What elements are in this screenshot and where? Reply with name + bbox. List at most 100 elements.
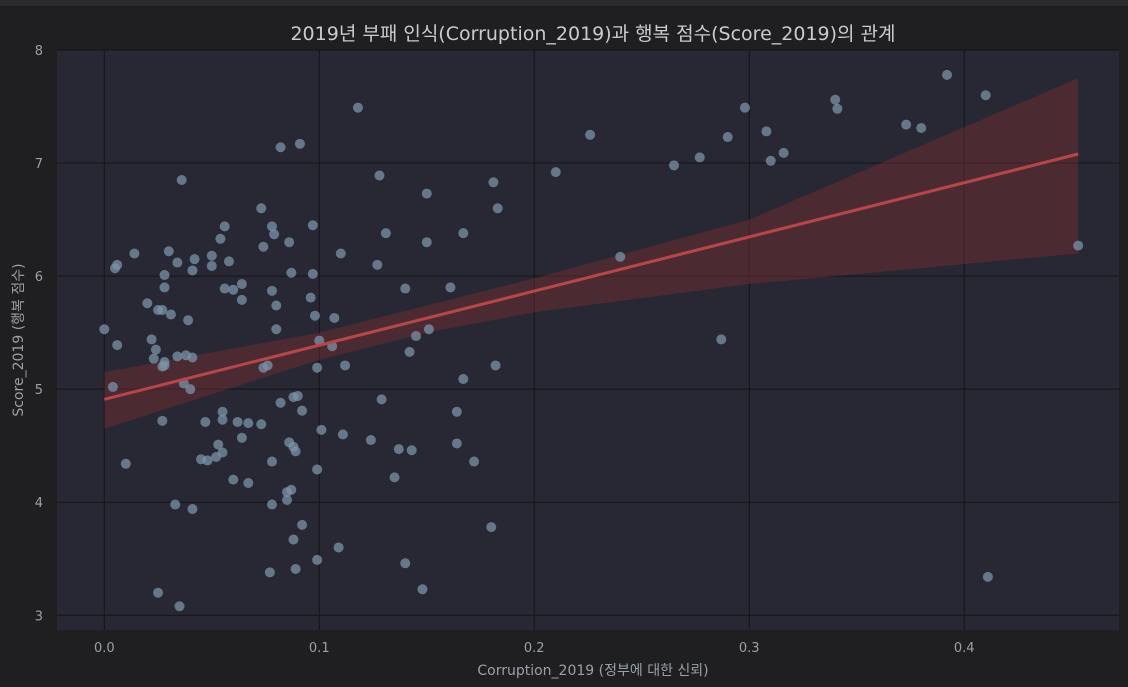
data-point — [243, 478, 254, 489]
regression-line — [103, 152, 1079, 401]
data-point — [256, 419, 267, 430]
data-point — [159, 360, 170, 371]
data-point — [266, 221, 277, 232]
data-point — [492, 203, 503, 214]
data-point — [488, 177, 499, 188]
data-point — [1073, 240, 1084, 251]
data-point — [266, 285, 277, 296]
data-point — [830, 94, 841, 105]
data-point — [294, 138, 305, 149]
data-point — [389, 472, 400, 483]
data-point — [290, 446, 301, 457]
data-point — [739, 102, 750, 113]
x-tick-label: 0.4 — [954, 641, 975, 656]
data-point — [206, 260, 217, 271]
data-point — [187, 352, 198, 363]
confidence-band — [104, 78, 1079, 429]
data-point — [258, 241, 269, 252]
regression-line-layer — [103, 152, 1079, 401]
y-tick-label: 3 — [35, 609, 43, 624]
data-point — [187, 265, 198, 276]
data-point — [288, 534, 299, 545]
grid — [57, 49, 1119, 630]
data-point — [120, 458, 131, 469]
data-point — [163, 246, 174, 257]
x-tick-label: 0.0 — [94, 641, 115, 656]
data-point — [159, 269, 170, 280]
data-point — [668, 160, 679, 171]
data-point — [176, 175, 187, 186]
y-tick-label: 6 — [35, 270, 43, 285]
data-point — [219, 283, 230, 294]
data-point — [290, 563, 301, 574]
data-point — [262, 360, 273, 371]
data-point — [982, 571, 993, 582]
data-point — [297, 519, 308, 530]
data-point — [159, 282, 170, 293]
confidence-band-layer — [104, 78, 1079, 429]
data-point — [421, 237, 432, 248]
data-point — [400, 558, 411, 569]
data-point — [406, 445, 417, 456]
data-point — [183, 315, 194, 326]
data-point — [174, 601, 185, 612]
data-point — [200, 416, 211, 427]
data-point — [400, 283, 411, 294]
x-tick-labels: 0.0 0.1 0.2 0.3 0.4 — [94, 641, 975, 656]
y-tick-label: 5 — [35, 383, 43, 398]
data-point — [380, 228, 391, 239]
data-point — [421, 188, 432, 199]
data-point — [832, 103, 843, 114]
data-point — [550, 167, 561, 178]
data-point — [458, 374, 469, 385]
data-point — [99, 324, 110, 335]
data-point — [185, 384, 196, 395]
data-point — [217, 447, 228, 458]
data-point — [316, 424, 327, 435]
data-point — [284, 237, 295, 248]
data-point — [148, 353, 159, 364]
data-point — [312, 464, 323, 475]
data-point — [271, 324, 282, 335]
data-point — [112, 340, 123, 351]
data-point — [286, 267, 297, 278]
data-point — [305, 292, 316, 303]
y-tick-label: 8 — [35, 44, 43, 59]
data-point — [228, 284, 239, 295]
y-tick-labels: 3 4 5 6 7 8 — [35, 44, 43, 624]
data-point — [490, 360, 501, 371]
x-tick-label: 0.1 — [309, 641, 330, 656]
data-point — [215, 233, 226, 244]
data-point — [980, 90, 991, 101]
data-point — [256, 203, 267, 214]
data-point — [716, 334, 727, 345]
data-point — [243, 418, 254, 429]
y-tick-label: 7 — [35, 157, 43, 172]
data-point — [469, 456, 480, 467]
data-point — [271, 300, 282, 311]
data-point — [329, 312, 340, 323]
data-point — [165, 309, 176, 320]
data-point — [312, 554, 323, 565]
data-point — [352, 102, 363, 113]
data-point — [266, 456, 277, 467]
data-point — [170, 499, 181, 510]
chart-title: 2019년 부패 인식(Corruption_2019)과 행복 점수(Scor… — [290, 23, 895, 45]
data-point — [275, 397, 286, 408]
data-point — [307, 220, 318, 231]
x-tick-label: 0.2 — [524, 641, 545, 656]
data-point — [722, 132, 733, 143]
data-point — [217, 406, 228, 417]
data-point — [275, 142, 286, 153]
data-point — [219, 221, 230, 232]
data-point — [411, 331, 422, 342]
data-point — [292, 390, 303, 401]
data-point — [157, 305, 168, 316]
data-point — [236, 432, 247, 443]
data-point — [417, 584, 428, 595]
data-point — [404, 346, 415, 357]
data-point — [374, 170, 385, 181]
data-point — [150, 344, 161, 355]
data-point — [458, 228, 469, 239]
